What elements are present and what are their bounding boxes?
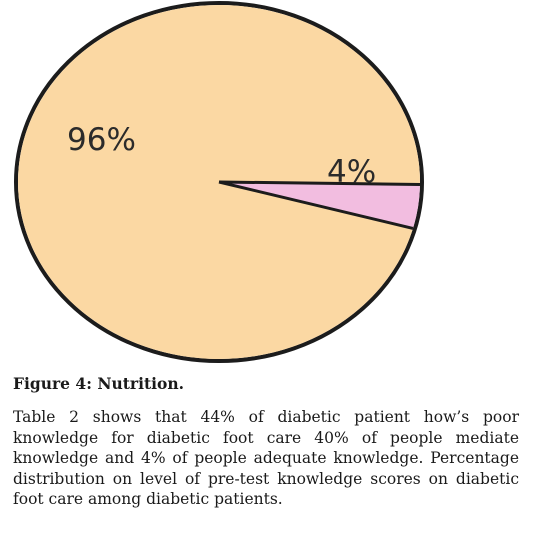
pie-outline <box>14 1 424 363</box>
slice-label-small: 4% <box>327 154 376 190</box>
pie-chart: 96% 4% <box>14 1 424 363</box>
slice-label-large: 96% <box>67 122 136 158</box>
slice-divider-line <box>218 180 414 230</box>
figure-caption: Figure 4: Nutrition. <box>13 374 185 393</box>
slice-divider-line <box>218 180 420 186</box>
pie-chart-svg: 96% 4% <box>14 1 424 363</box>
figure-body-text: Table 2 shows that 44% of diabetic patie… <box>13 408 519 509</box>
